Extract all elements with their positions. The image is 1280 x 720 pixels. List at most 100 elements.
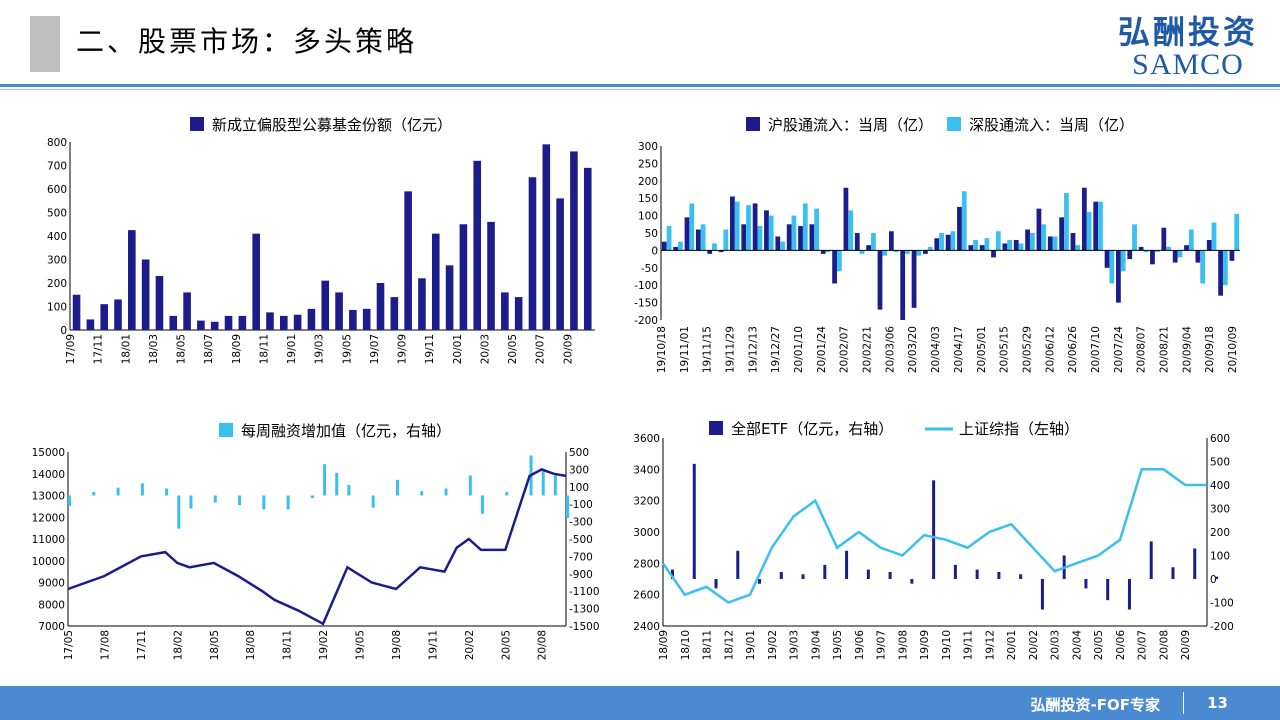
y-tick-label: 11000 [32,534,65,546]
x-tick-label: 18/10 [680,630,692,660]
bar [714,579,718,589]
bar [1093,201,1099,251]
bar [1025,229,1030,251]
logo-chinese-text: 弘酬投资 [1117,13,1258,51]
bar [823,564,827,579]
bar [911,250,917,308]
bar [1018,243,1024,251]
y-tick-label: 100 [638,211,658,223]
bar [1172,250,1178,263]
bar [1002,243,1008,251]
bar [420,491,424,496]
x-tick-label: 20/02 [1028,630,1040,660]
bar [1081,187,1087,251]
x-tick-label: 18/09 [658,630,670,660]
y-tick-label: 200 [638,176,658,188]
y-tick-label: 150 [638,193,658,205]
bar [1019,574,1023,579]
bar [689,203,695,251]
bar [321,280,330,330]
bar [820,250,826,254]
bar [128,230,136,330]
bar [72,294,81,330]
bar [1177,250,1183,258]
y-tick-label: -900 [569,569,593,581]
bar [140,483,144,496]
y-tick-label: 300 [1210,504,1230,516]
bar [468,475,472,496]
bar [528,177,537,330]
bar [444,488,448,496]
x-tick-label: 20/04/17 [953,326,965,373]
x-tick-label: 19/05 [832,630,844,660]
bar [1013,239,1019,251]
bar [780,241,785,251]
bar [1086,212,1092,251]
y-tick-label: 2400 [633,621,660,633]
y-tick-label: 0 [651,245,658,257]
x-tick-label: 17/11 [93,334,105,364]
bar [505,492,509,496]
bar [362,308,371,330]
bar [979,245,985,251]
y-tick-label: 100 [569,482,589,494]
bar [1211,222,1217,251]
bar [1116,250,1121,303]
bar [791,215,797,251]
bar [1104,250,1110,268]
bar [238,315,247,330]
bar [927,246,933,251]
x-tick-label: 19/09 [397,334,409,364]
y-tick-label: 400 [47,231,67,243]
x-tick-label: 18/03 [148,334,160,364]
bar [501,292,509,330]
x-tick-label: 19/11 [963,630,975,660]
legend-swatch [947,117,961,131]
bar [746,205,751,251]
bar [1218,250,1223,296]
bar [888,571,892,579]
y-tick-label: 300 [569,464,589,476]
bar [371,495,375,508]
y-tick-label: 200 [47,278,67,290]
x-tick-label: 20/02/07 [839,326,851,373]
y-tick-label: 8000 [38,599,65,611]
legend-label: 新成立偏股型公募基金份额（亿元） [212,116,452,134]
bar [661,241,667,251]
y-tick-label: 3400 [633,464,660,476]
bar [802,203,808,251]
bar [673,246,679,251]
bar [825,250,831,253]
y-tick-label: 500 [569,447,589,459]
bar [92,492,96,496]
bar [1041,224,1047,251]
y-tick-label: -200 [1210,621,1234,633]
y-tick-label: 600 [47,184,67,196]
y-tick-label: -150 [634,298,658,310]
bar [1127,250,1133,260]
bar [801,574,805,579]
bar [736,550,740,579]
y-tick-label: 600 [1210,433,1230,445]
bar [1166,246,1171,251]
x-tick-label: 20/02/21 [862,326,874,373]
bar [514,297,523,330]
legend-swatch [190,117,204,131]
bar [836,250,842,272]
bar [349,310,357,330]
bar [189,495,193,509]
x-tick-label: 19/07 [876,630,888,660]
x-tick-label: 19/11 [424,334,436,364]
bar [556,198,564,330]
bar [939,233,944,251]
bar [678,241,683,251]
bar [1150,250,1155,265]
bar [114,299,122,330]
y-tick-label: -100 [1210,598,1234,610]
x-tick-label: 18/11 [258,334,270,364]
bar [310,495,314,499]
bar [692,463,696,579]
bar [923,250,928,254]
bar [335,472,339,496]
bar [395,479,399,496]
